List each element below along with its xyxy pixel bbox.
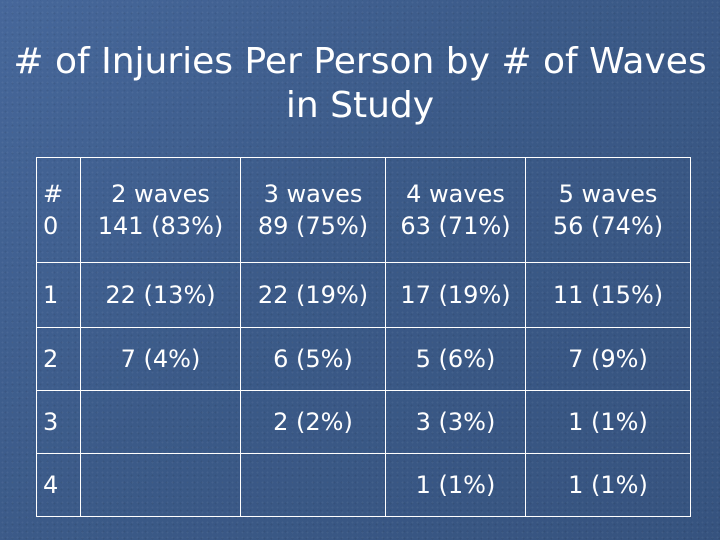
- column-header: 2 waves: [111, 180, 210, 208]
- row-label: 0: [43, 212, 59, 240]
- cell-value: 7 (4%): [80, 327, 241, 391]
- cell-value: [240, 453, 386, 517]
- cell-value: 56 (74%): [552, 212, 664, 240]
- cell-value: [80, 390, 241, 454]
- column-header: 4 waves: [406, 180, 505, 208]
- table-row: 1 22 (13%) 22 (19%) 17 (19%) 11 (15%): [36, 262, 691, 328]
- cell-value: [80, 453, 241, 517]
- cell-value: 63 (71%): [400, 212, 511, 240]
- cell-value: 1 (1%): [525, 453, 691, 517]
- row-label: 1: [36, 262, 81, 328]
- injuries-table: # 0 2 waves 141 (83%) 3 waves 89 (75%) 4…: [36, 157, 691, 517]
- table-cell: 2 waves 141 (83%): [80, 157, 241, 263]
- table-row: 2 7 (4%) 6 (5%) 5 (6%) 7 (9%): [36, 327, 691, 391]
- cell-value: 141 (83%): [97, 212, 224, 240]
- cell-value: 22 (13%): [80, 262, 241, 328]
- slide-title: # of Injuries Per Person by # of Waves i…: [13, 41, 707, 126]
- table-cell: 5 waves 56 (74%): [525, 157, 691, 263]
- cell-value: 1 (1%): [525, 390, 691, 454]
- table-header-row: # 0 2 waves 141 (83%) 3 waves 89 (75%) 4…: [36, 157, 691, 263]
- row-label: 2: [36, 327, 81, 391]
- injury-count-header: #: [43, 180, 64, 208]
- row-label: 4: [36, 453, 81, 517]
- cell-value: 1 (1%): [385, 453, 526, 517]
- table-row: 4 1 (1%) 1 (1%): [36, 453, 691, 517]
- table-cell: 3 waves 89 (75%): [240, 157, 386, 263]
- cell-value: 2 (2%): [240, 390, 386, 454]
- cell-value: 17 (19%): [385, 262, 526, 328]
- row-label: 3: [36, 390, 81, 454]
- cell-value: 7 (9%): [525, 327, 691, 391]
- cell-value: 3 (3%): [385, 390, 526, 454]
- cell-value: 5 (6%): [385, 327, 526, 391]
- cell-value: 89 (75%): [257, 212, 369, 240]
- cell-value: 11 (15%): [525, 262, 691, 328]
- table-row: 3 2 (2%) 3 (3%) 1 (1%): [36, 390, 691, 454]
- column-header: 3 waves: [263, 180, 363, 208]
- table-cell: 4 waves 63 (71%): [385, 157, 526, 263]
- cell-value: 22 (19%): [240, 262, 386, 328]
- row-label-cell: # 0: [36, 157, 81, 263]
- column-header: 5 waves: [558, 180, 658, 208]
- cell-value: 6 (5%): [240, 327, 386, 391]
